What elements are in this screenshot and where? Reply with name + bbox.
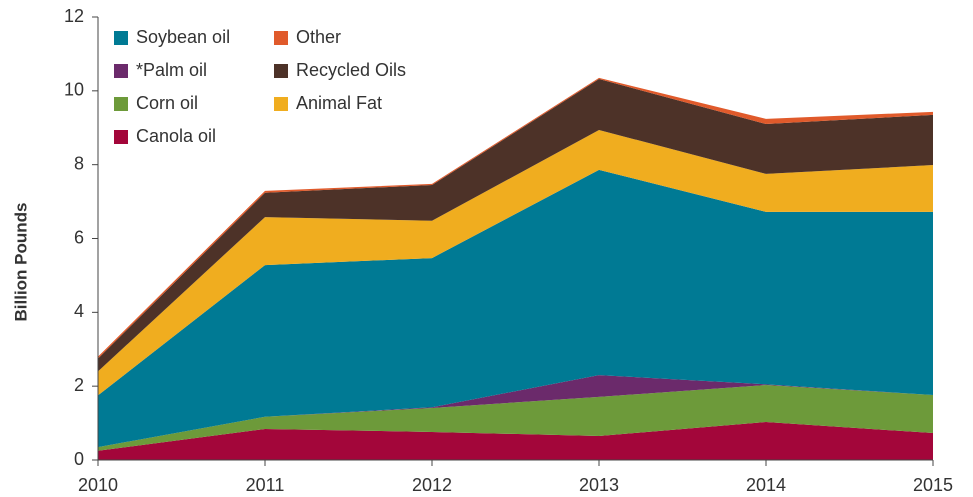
area xyxy=(98,421,933,460)
legend-swatch xyxy=(274,97,288,111)
y-tick-label: 0 xyxy=(74,449,84,469)
area xyxy=(98,385,933,451)
legend-swatch xyxy=(274,64,288,78)
x-tick-label: 2011 xyxy=(246,475,285,495)
legend-label: Canola oil xyxy=(136,126,216,146)
y-tick-label: 4 xyxy=(74,301,84,321)
legend-swatch xyxy=(274,31,288,45)
legend-label: Corn oil xyxy=(136,93,198,113)
x-tick-label: 2012 xyxy=(412,475,452,495)
legend-swatch xyxy=(114,97,128,111)
x-tick-label: 2010 xyxy=(78,475,118,495)
y-axis-label: Billion Pounds xyxy=(11,203,30,322)
x-tick-label: 2014 xyxy=(746,475,786,495)
y-tick-label: 8 xyxy=(74,153,84,173)
x-tick-label: 2015 xyxy=(913,475,953,495)
legend-swatch xyxy=(114,64,128,78)
area xyxy=(98,169,933,448)
y-tick-label: 2 xyxy=(74,375,84,395)
y-tick-label: 10 xyxy=(64,80,84,100)
x-tick-label: 2013 xyxy=(579,475,619,495)
area xyxy=(98,79,933,372)
legend-label: Animal Fat xyxy=(296,93,382,113)
legend-label: Soybean oil xyxy=(136,27,230,47)
y-tick-label: 12 xyxy=(64,6,84,26)
legend-label: *Palm oil xyxy=(136,60,207,80)
legend-label: Other xyxy=(296,27,341,47)
legend-label: Recycled Oils xyxy=(296,60,406,80)
y-tick-label: 6 xyxy=(74,227,84,247)
legend-swatch xyxy=(114,130,128,144)
legend-swatch xyxy=(114,31,128,45)
area xyxy=(98,129,933,396)
